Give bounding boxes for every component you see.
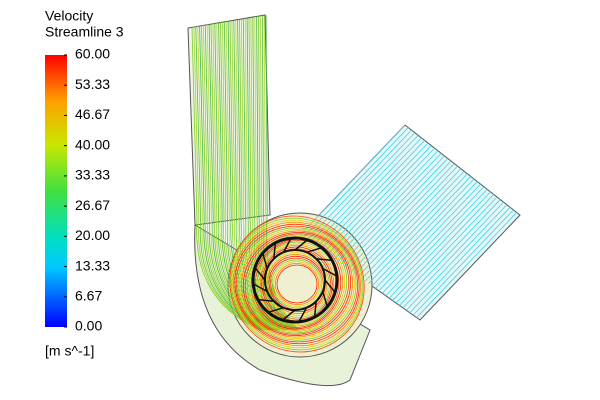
streamline [340,155,445,265]
impeller-blade [321,291,329,308]
streamline [231,20,282,331]
tick-label: 40.00 [75,136,110,152]
streamline [375,181,478,289]
impeller-blade [322,267,338,277]
streamline [237,19,285,331]
streamline [299,124,406,236]
streamline [337,153,442,262]
streamline [347,160,452,270]
streamline [354,165,458,275]
streamline [371,178,475,287]
impeller-blade [254,267,266,281]
streamline [378,183,481,292]
tick-label: 20.00 [75,227,110,243]
flow-model [187,14,521,387]
streamline [327,145,432,255]
streamline [242,231,352,337]
streamline [223,21,278,331]
streamline [210,23,271,331]
streamline [351,163,455,272]
streamline [191,26,261,331]
streamline [392,194,495,301]
streamline [216,23,274,331]
streamline [199,25,265,331]
streamline [381,186,485,294]
streamline [409,207,511,313]
impeller-blade [282,237,292,253]
impeller-blade [306,246,323,254]
streamline [227,21,280,331]
impeller-blade [261,252,269,269]
streamline [271,259,323,309]
streamline [231,219,363,349]
streamline [241,230,353,338]
streamline [309,132,416,243]
streamline [323,142,429,253]
streamline [361,171,465,279]
streamline [273,261,321,307]
impeller-blade [298,307,308,323]
impeller-rim [251,236,339,324]
streamline [204,24,268,331]
streamline [239,229,355,339]
streamline [306,129,412,241]
streamline [233,20,283,331]
streamline [229,215,365,353]
color-bar [45,55,67,327]
impeller-blade [316,258,333,262]
streamline [344,158,449,267]
streamline [235,225,359,343]
impeller-hub [264,249,326,311]
streamline [357,168,462,277]
tick-label: 13.33 [75,257,110,273]
streamline [313,135,419,245]
tick-label: 60.00 [75,46,110,62]
legend-unit: [m s^-1] [45,343,94,359]
streamline [246,234,348,334]
streamline [333,150,439,260]
impeller-blade [294,239,308,251]
streamline [395,196,498,304]
streamline [330,147,435,258]
tick-label: 33.33 [75,167,110,183]
streamline [399,199,501,306]
impeller-blade [267,306,284,314]
tick-label: 46.67 [75,106,110,122]
streamline [368,176,472,284]
streamline [230,217,364,351]
impeller-blade [273,242,277,259]
streamline [274,262,320,306]
streamline [303,127,409,238]
tick-label: 6.67 [75,287,102,303]
tick-label: 0.00 [75,318,102,334]
impeller-blade [282,309,296,321]
impeller-blade [257,298,274,302]
streamline [405,204,508,311]
streamline [233,221,361,347]
streamline [364,173,468,282]
impeller-blade [252,283,268,293]
legend-title: Velocity [45,8,93,24]
streamline [237,227,357,341]
impeller-blade [324,279,336,293]
legend-subtitle: Streamline 3 [45,24,124,40]
streamline [385,189,488,296]
streamline [412,209,514,316]
streamline [416,212,518,318]
impeller-blade [313,301,317,318]
tick-label: 53.33 [75,76,110,92]
streamline [320,140,426,250]
tick-label: 26.67 [75,197,110,213]
streamline [244,233,350,335]
streamline [276,264,318,304]
streamline [388,191,491,299]
streamline [402,201,504,309]
streamline [234,223,360,345]
